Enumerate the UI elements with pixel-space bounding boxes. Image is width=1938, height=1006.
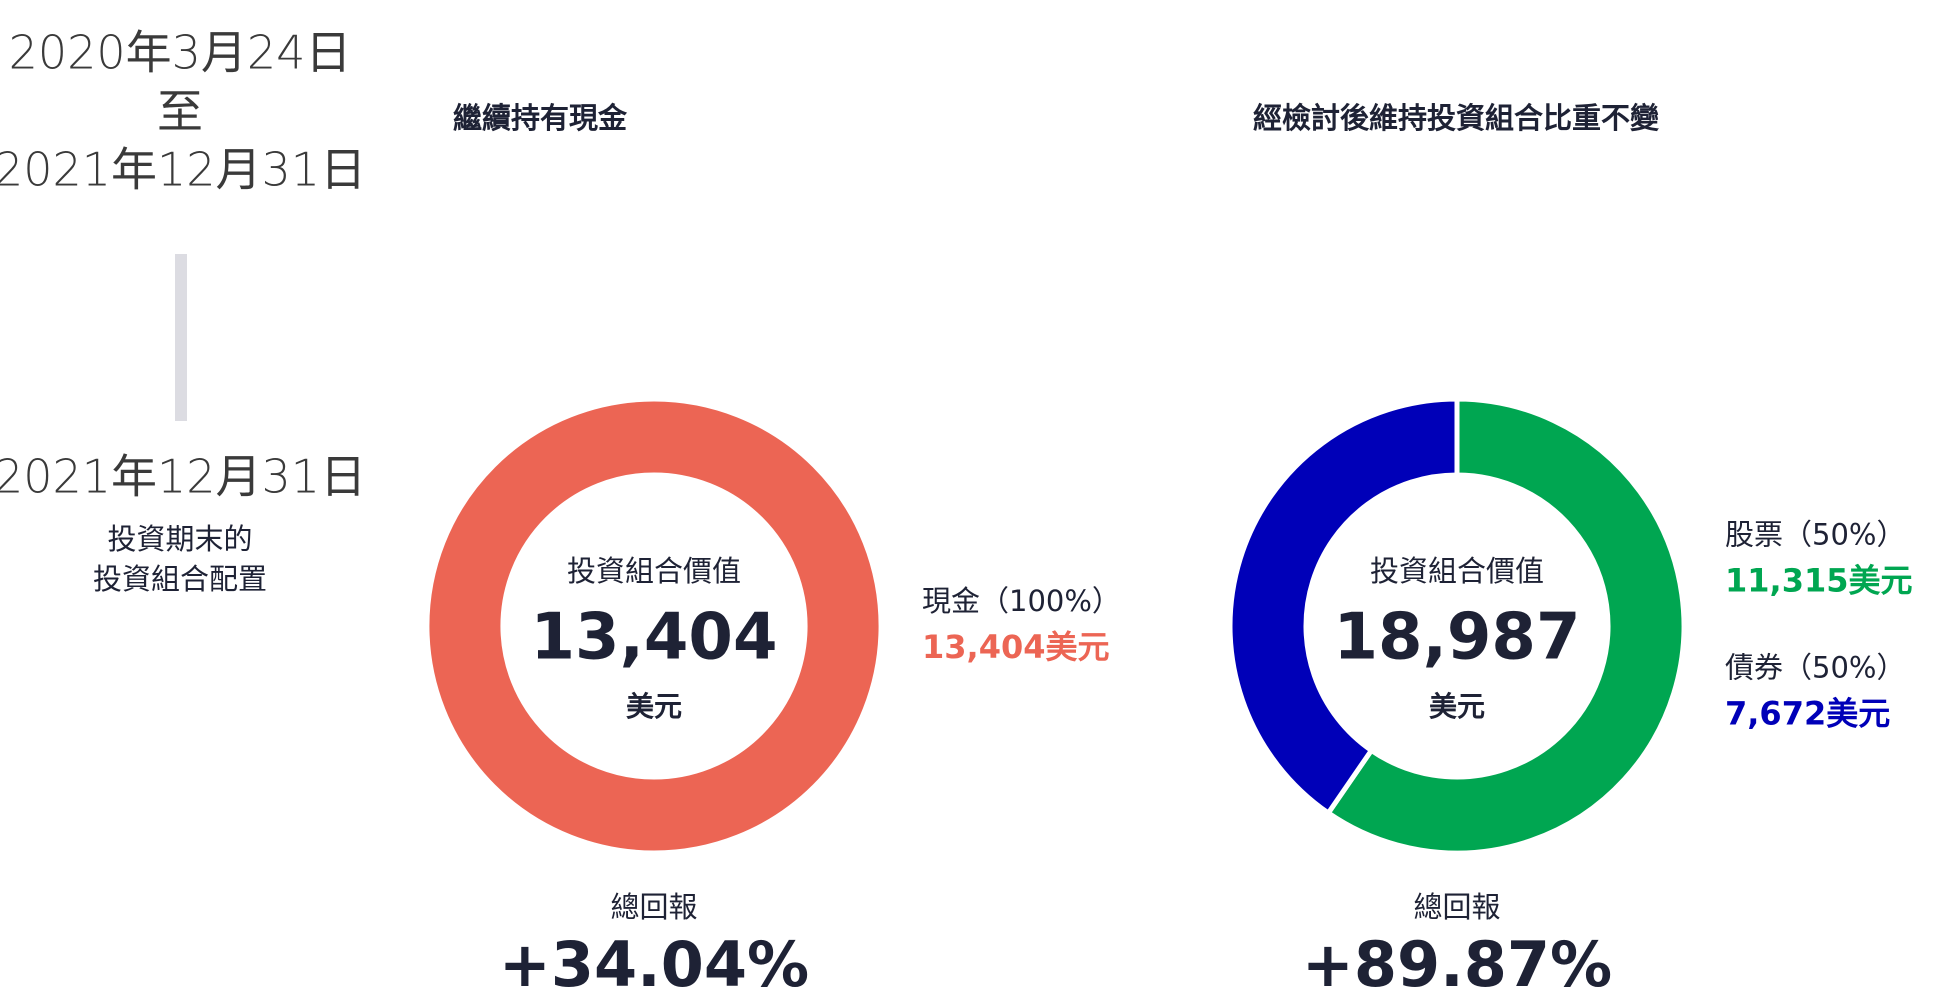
chart-title: 繼續持有現金 (453, 101, 628, 135)
donut-segment (1227, 396, 1460, 817)
period-start: 2020年3月24日 (9, 26, 352, 80)
legend-value: 13,404美元 (922, 628, 1110, 666)
period-end: 2021年12月31日 (0, 143, 366, 197)
total-unit: 美元 (626, 690, 682, 723)
center-label: 投資組合價值 (567, 554, 741, 588)
total-value: 13,404 (531, 601, 778, 675)
legend-name: 債券（50%） (1725, 651, 1905, 685)
period-to: 至 (157, 85, 203, 139)
snapshot-caption: 投資組合配置 (93, 562, 267, 596)
return-label: 總回報 (610, 890, 697, 924)
divider (175, 254, 187, 421)
return-value: +89.87% (1302, 928, 1612, 1001)
donut-segment (1324, 396, 1687, 856)
return-label: 總回報 (1413, 890, 1500, 924)
donut-segment (424, 396, 884, 856)
snapshot-caption: 投資期末的 (107, 522, 252, 556)
return-value: +34.04% (499, 928, 809, 1001)
chart-title: 經檢討後維持投資組合比重不變 (1253, 101, 1660, 135)
total-unit: 美元 (1429, 690, 1485, 723)
legend-value: 11,315美元 (1725, 562, 1913, 600)
snapshot-date: 2021年12月31日 (0, 450, 366, 504)
legend-name: 現金（100%） (922, 584, 1121, 618)
legend-value: 7,672美元 (1725, 695, 1890, 733)
total-value: 18,987 (1334, 601, 1581, 675)
center-label: 投資組合價值 (1370, 554, 1544, 588)
legend-name: 股票（50%） (1725, 518, 1905, 552)
